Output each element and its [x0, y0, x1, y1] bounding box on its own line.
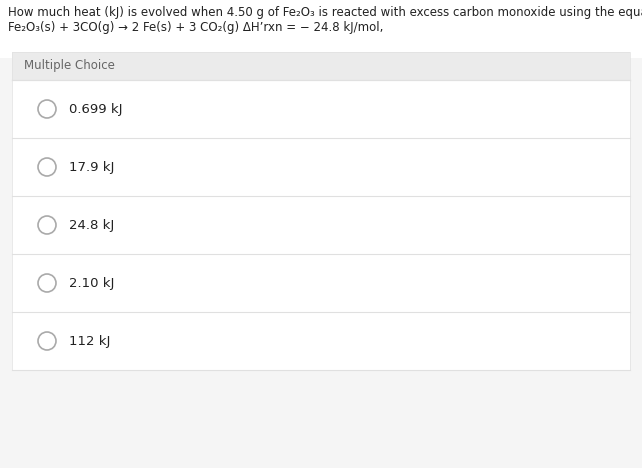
- Text: 0.699 kJ: 0.699 kJ: [69, 102, 123, 116]
- FancyBboxPatch shape: [12, 80, 630, 138]
- FancyBboxPatch shape: [12, 312, 630, 370]
- Circle shape: [38, 216, 56, 234]
- FancyBboxPatch shape: [0, 0, 642, 58]
- Text: 17.9 kJ: 17.9 kJ: [69, 161, 114, 174]
- Circle shape: [38, 100, 56, 118]
- Circle shape: [38, 332, 56, 350]
- Text: Multiple Choice: Multiple Choice: [24, 59, 115, 73]
- FancyBboxPatch shape: [12, 254, 630, 312]
- Text: 112 kJ: 112 kJ: [69, 335, 110, 348]
- FancyBboxPatch shape: [12, 52, 630, 80]
- Text: How much heat (kJ) is evolved when 4.50 g of Fe₂O₃ is reacted with excess carbon: How much heat (kJ) is evolved when 4.50 …: [8, 6, 642, 19]
- Circle shape: [38, 158, 56, 176]
- Text: Fe₂O₃(s) + 3CO(g) → 2 Fe(s) + 3 CO₂(g) ΔH’rxn = − 24.8 kJ/mol,: Fe₂O₃(s) + 3CO(g) → 2 Fe(s) + 3 CO₂(g) Δ…: [8, 21, 383, 34]
- FancyBboxPatch shape: [12, 138, 630, 196]
- Text: 24.8 kJ: 24.8 kJ: [69, 219, 114, 232]
- FancyBboxPatch shape: [12, 196, 630, 254]
- FancyBboxPatch shape: [12, 52, 630, 370]
- Text: 2.10 kJ: 2.10 kJ: [69, 277, 114, 290]
- Circle shape: [38, 274, 56, 292]
